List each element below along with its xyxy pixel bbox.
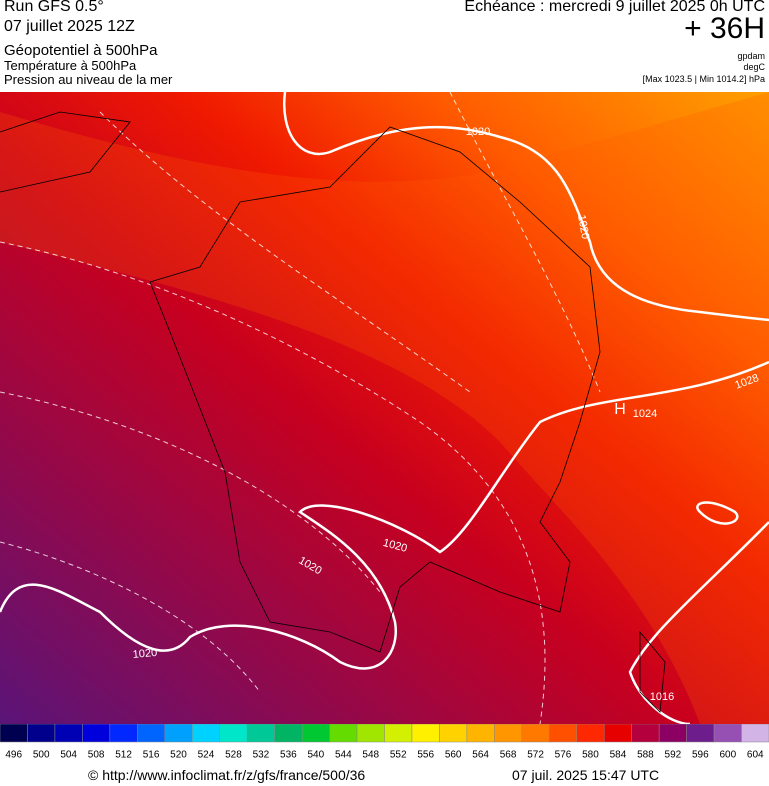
scale-label: 572 [527,750,544,761]
color-swatch [246,724,275,743]
scale-label: 508 [88,750,105,761]
scale-label: 540 [307,750,324,761]
scale-label: 524 [198,750,215,761]
color-swatch [384,724,413,743]
color-swatch [301,724,330,743]
pressure-range: [Max 1023.5 | Min 1014.2] hPa [642,74,765,84]
scale-label: 584 [610,750,627,761]
scale-label: 536 [280,750,297,761]
isobar-label: 1020 [466,126,490,138]
scale-label: 592 [665,750,682,761]
color-swatch [274,724,303,743]
scale-label: 544 [335,750,352,761]
timestamp: 07 juil. 2025 15:47 UTC [512,767,660,783]
field: Géopotentiel à 500hPa [4,42,158,59]
color-swatch [631,724,660,743]
scale-label: 496 [5,750,22,761]
color-swatch [192,724,220,743]
scale-label: 560 [445,750,462,761]
scale-label: 504 [60,750,77,761]
run: Run GFS 0.5° [4,0,104,15]
isobar-label: 1024 [633,408,657,420]
color-swatch [109,724,138,743]
lead-time: + 36H [684,12,765,45]
color-swatch [576,724,605,743]
run-date: 07 juillet 2025 12Z [4,18,135,35]
color-swatch [466,724,495,743]
color-swatch [164,724,193,743]
color-swatch [686,724,715,743]
source-url: © http://www.infoclimat.fr/z/gfs/france/… [88,767,366,783]
field: Température à 500hPa [4,58,137,73]
scale-label: 596 [692,750,709,761]
scale-label: 532 [253,750,270,761]
color-swatch [329,724,358,743]
isobar-label: 1020 [132,647,157,661]
scale-label: 564 [472,750,489,761]
color-swatch [27,724,56,743]
scale-label: 516 [143,750,160,761]
color-swatch [603,724,632,743]
color-swatch [521,724,550,743]
scale-label: 520 [170,750,187,761]
isobar-label: 1016 [650,691,674,703]
color-swatch [494,724,523,743]
color-swatch [82,724,111,743]
color-swatch [713,724,742,743]
scale-label: 512 [115,750,132,761]
scale-label: 588 [637,750,654,761]
color-swatch [741,724,769,743]
scale-label: 604 [747,750,764,761]
scale-label: 576 [555,750,572,761]
color-scale: 496 500 504 508 512 516 520 524 528 532 536 540 544 5… [0,724,769,761]
color-swatch [219,724,248,743]
color-swatch [549,724,577,743]
high-marker: H [614,401,626,418]
color-swatch [411,724,440,743]
color-swatch [0,724,28,743]
color-swatch [54,724,83,743]
scale-label: 568 [500,750,517,761]
scale-label: 580 [582,750,599,761]
valid-time: Echéance : mercredi 9 juillet 2025 0h UT… [464,0,765,15]
isobar-label: 1020 [575,214,591,240]
color-swatch [137,724,166,743]
scale-label: 500 [33,750,50,761]
unit: gpdam [737,51,765,61]
color-swatch [356,724,385,743]
scale-label: 552 [390,750,407,761]
scale-label: 548 [362,750,379,761]
scale-label: 556 [417,750,434,761]
field: Pression au niveau de la mer [4,72,173,87]
color-swatch [439,724,468,743]
scale-label: 600 [719,750,736,761]
scale-label: 528 [225,750,242,761]
color-swatch [658,724,687,743]
unit: degC [743,62,765,72]
